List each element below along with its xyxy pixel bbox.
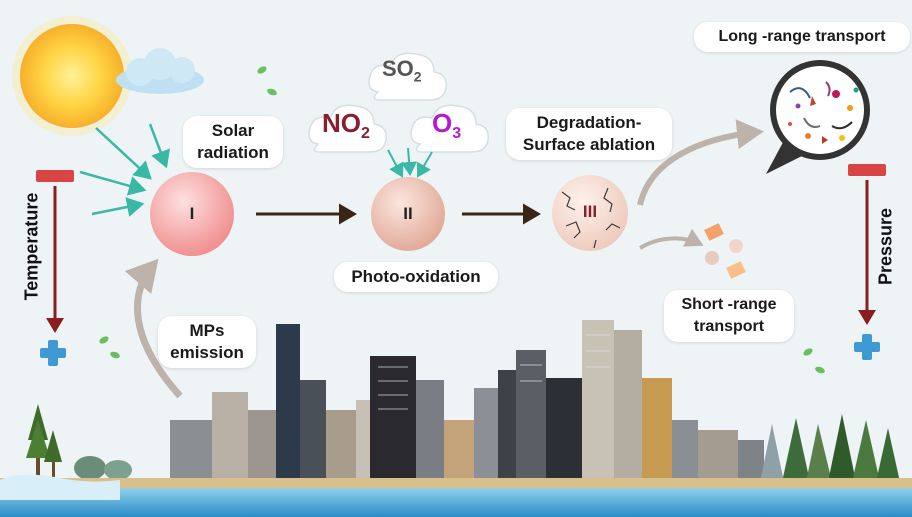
gas-cloud-no2 (308, 104, 387, 153)
plus-icon (40, 340, 66, 366)
temperature-label: Temperature (21, 192, 42, 301)
stage-three-circle (552, 175, 628, 251)
long-range-transport-label: Long -range transport (694, 22, 910, 52)
tree-icon-right (760, 414, 900, 482)
pressure-gauge (848, 164, 886, 325)
solar-radiation-label: Solar radiation (183, 116, 283, 168)
mps-emission-label: MPs emission (158, 316, 256, 368)
magnifier-icon (766, 60, 870, 174)
stage-one-label: I (189, 204, 195, 223)
gas-cloud-so2 (368, 52, 447, 101)
sun-icon (12, 16, 132, 136)
temperature-gauge (36, 170, 74, 333)
tree-icon (26, 404, 132, 480)
photo-oxidation-label: Photo-oxidation (334, 262, 498, 292)
gas-arrows (387, 147, 433, 178)
buildings-icon (170, 320, 764, 480)
solar-radiation-arrows (79, 123, 171, 217)
leaf-icon (99, 66, 825, 374)
no2-label: NO2 (322, 108, 370, 143)
plus-icon-pressure (854, 334, 880, 360)
arrow-long-range (637, 119, 764, 206)
gas-cloud-o3 (410, 104, 489, 153)
o3-label: O3 (432, 108, 462, 143)
stage-three-label: III (582, 202, 598, 221)
ground-strip (0, 478, 912, 488)
short-range-transport-label: Short -range transport (664, 290, 794, 342)
arrow-mps-emission (124, 258, 183, 399)
stage-two-label: II (403, 204, 413, 223)
cloud-icon (116, 48, 204, 94)
arrow-short-range (638, 228, 704, 250)
pressure-label: Pressure (875, 207, 896, 286)
degradation-label: Degradation- Surface ablation (506, 108, 672, 160)
shore-foam (0, 474, 120, 500)
stage-two-circle (371, 177, 445, 251)
particle-icon (704, 223, 746, 279)
water (0, 488, 912, 517)
so2-label: SO2 (382, 56, 422, 85)
stage-one-circle (150, 172, 234, 256)
